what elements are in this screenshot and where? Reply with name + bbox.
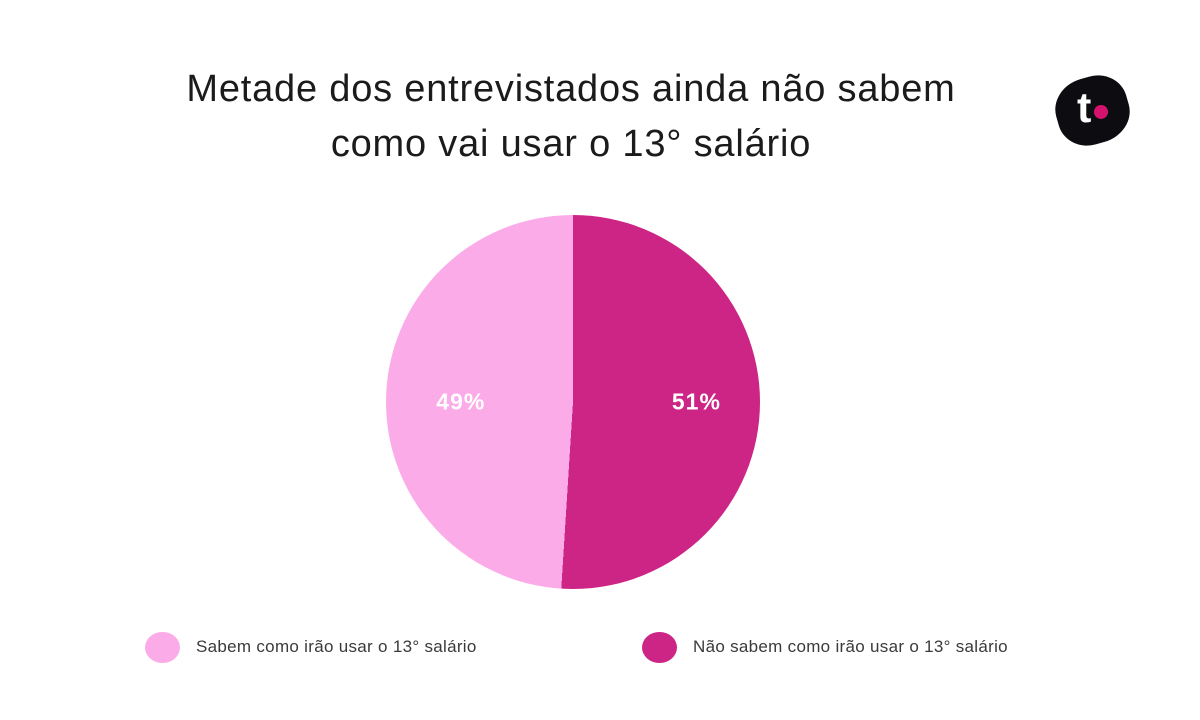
logo-blob-icon: t xyxy=(1048,68,1137,153)
legend-swatch-nao-sabem xyxy=(642,631,677,663)
legend-label-sabem: Sabem como irão usar o 13° salário xyxy=(196,637,477,656)
logo-letter-t: t xyxy=(1076,84,1092,133)
legend-swatch-sabem xyxy=(145,631,180,663)
logo-dot-icon xyxy=(1094,105,1109,120)
legend-label-nao-sabem: Não sabem como irão usar o 13° salário xyxy=(693,637,1008,656)
logo-letter: t xyxy=(1076,84,1109,137)
legend-item-sabem: Sabem como irão usar o 13° salário xyxy=(145,630,477,664)
title-line-1: Metade dos entrevistados ainda não sabem xyxy=(186,68,956,110)
slice-label-nao-sabem: 51% xyxy=(671,388,721,415)
brand-logo: t xyxy=(1048,68,1137,153)
page-title: Metade dos entrevistados ainda não sabem… xyxy=(0,62,1142,172)
legend-item-nao-sabem: Não sabem como irão usar o 13° salário xyxy=(642,630,1008,664)
pie-chart: 49% 51% xyxy=(386,215,760,589)
slice-label-sabem: 49% xyxy=(436,388,486,415)
title-line-2: como vai usar o 13° salário xyxy=(330,123,812,165)
